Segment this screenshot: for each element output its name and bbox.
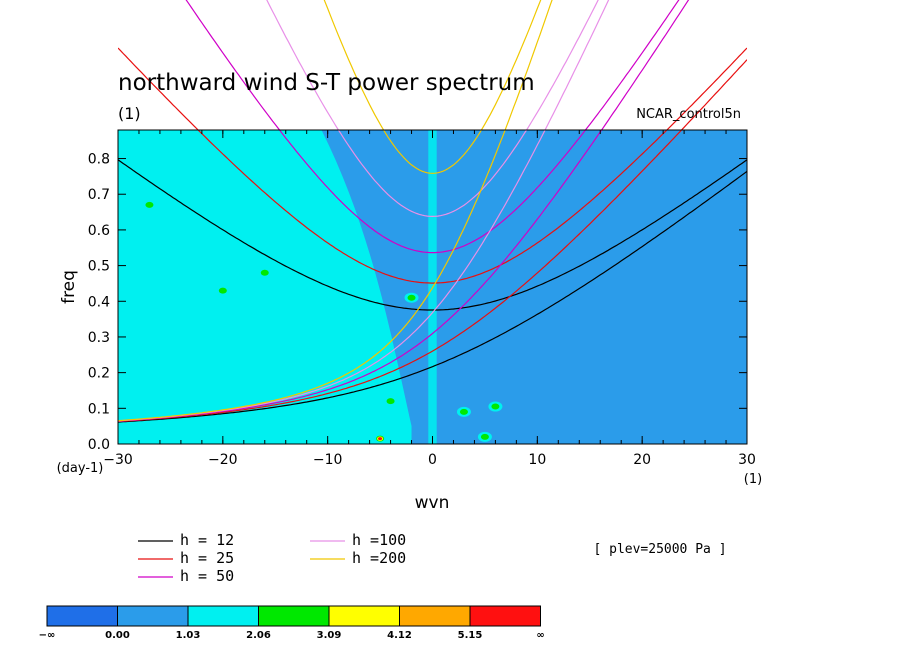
colorbar-label: 1.03 bbox=[176, 630, 201, 641]
y-tick-label: 0.1 bbox=[88, 401, 110, 417]
colorbar-label: 2.06 bbox=[246, 630, 271, 641]
curve-mode-0 bbox=[323, 0, 542, 174]
y-tick-label: 0.4 bbox=[88, 294, 110, 310]
colorbar-swatch bbox=[187, 605, 259, 627]
curve-h50 bbox=[118, 0, 690, 422]
field-spot-1 bbox=[383, 396, 398, 407]
curve-mode-0 bbox=[118, 159, 747, 311]
colorbar-swatch bbox=[117, 605, 189, 627]
x-axis-label: wvn bbox=[415, 493, 450, 513]
legend-entry: h = 12 bbox=[138, 531, 234, 549]
colorbar-swatch bbox=[258, 605, 330, 627]
curve-mode-0 bbox=[266, 0, 599, 218]
field-spot-8 bbox=[404, 292, 419, 303]
colorbar-swatch bbox=[328, 605, 400, 627]
field-spot-7 bbox=[142, 199, 157, 210]
y-tick-label: 0.2 bbox=[88, 366, 110, 382]
legend-label: h =100 bbox=[352, 531, 406, 549]
field-region-0 bbox=[118, 130, 412, 444]
x-tick-label: −10 bbox=[313, 452, 343, 468]
curve-h25 bbox=[118, 47, 747, 423]
colorbar-swatch bbox=[46, 605, 118, 627]
colorbar-label: 0.00 bbox=[105, 630, 130, 641]
curve-mode-1 bbox=[118, 0, 690, 422]
x-tick-label: −20 bbox=[208, 452, 238, 468]
curve-mode-1 bbox=[118, 0, 553, 422]
field-spot-3 bbox=[488, 401, 503, 412]
field-spot-0 bbox=[373, 433, 388, 444]
power-field bbox=[118, 130, 747, 444]
legend-label: h = 50 bbox=[180, 567, 234, 585]
legend-entry: h =200 bbox=[310, 549, 406, 567]
colorbar-swatch bbox=[399, 605, 471, 627]
legend-label: h =200 bbox=[352, 549, 406, 567]
colorbar-label: 3.09 bbox=[317, 630, 342, 641]
chart-subtitle: (1) bbox=[118, 104, 141, 123]
curve-mode-0 bbox=[185, 0, 680, 254]
legend-label: h = 25 bbox=[180, 549, 234, 567]
legend-entry: h =100 bbox=[310, 531, 406, 549]
dispersion-curves bbox=[118, 0, 747, 423]
colorbar: −∞ 0.00 1.03 2.06 3.09 4.12 5.15 ∞ bbox=[39, 605, 545, 641]
curve-mode-1 bbox=[118, 59, 747, 423]
curve-h200 bbox=[118, 0, 553, 422]
y-tick-label: 0.7 bbox=[88, 187, 110, 203]
y-axis-label: freq bbox=[59, 270, 79, 304]
curve-h12 bbox=[118, 159, 747, 423]
colorbar-label: 4.12 bbox=[387, 630, 412, 641]
dataset-label: NCAR_control5n bbox=[636, 107, 741, 122]
field-spot-6 bbox=[257, 267, 272, 278]
colorbar-swatch bbox=[469, 605, 541, 627]
colorbar-label: ∞ bbox=[536, 630, 544, 641]
x-tick-label: 10 bbox=[528, 452, 546, 468]
x-tick-label: 30 bbox=[738, 452, 756, 468]
axis-ticks: −30 −20 −10 0 10 20 30 0.0 0.1 0.2 0.3 0.4 0.5 0.6 0.7… bbox=[88, 130, 756, 468]
chart-title: northward wind S-T power spectrum bbox=[118, 70, 535, 96]
level-annotation: [ plev=25000 Pa ] bbox=[593, 542, 726, 557]
field-spot-4 bbox=[477, 431, 492, 442]
x-tick-label: −30 bbox=[103, 452, 133, 468]
field-spot-2 bbox=[456, 406, 471, 417]
x-tick-label: 0 bbox=[428, 452, 437, 468]
colorbar-label: 5.15 bbox=[458, 630, 483, 641]
legend-entry: h = 25 bbox=[138, 549, 234, 567]
y-tick-label: 0.6 bbox=[88, 223, 110, 239]
curve-mode-1 bbox=[118, 170, 747, 423]
field-spot-5 bbox=[215, 285, 230, 296]
curve-mode-0 bbox=[118, 47, 747, 284]
y-tick-label: 0.3 bbox=[88, 330, 110, 346]
colorbar-label: −∞ bbox=[39, 630, 56, 641]
y-tick-label: 0.8 bbox=[88, 152, 110, 168]
x-axis-unit: (1) bbox=[744, 472, 762, 487]
y-tick-label: 0.5 bbox=[88, 259, 110, 275]
y-tick-label: 0.0 bbox=[88, 437, 110, 453]
y-axis-unit: (day-1) bbox=[57, 461, 104, 476]
legend-entry: h = 50 bbox=[138, 567, 234, 585]
legend-label: h = 12 bbox=[180, 531, 234, 549]
x-tick-label: 20 bbox=[633, 452, 651, 468]
